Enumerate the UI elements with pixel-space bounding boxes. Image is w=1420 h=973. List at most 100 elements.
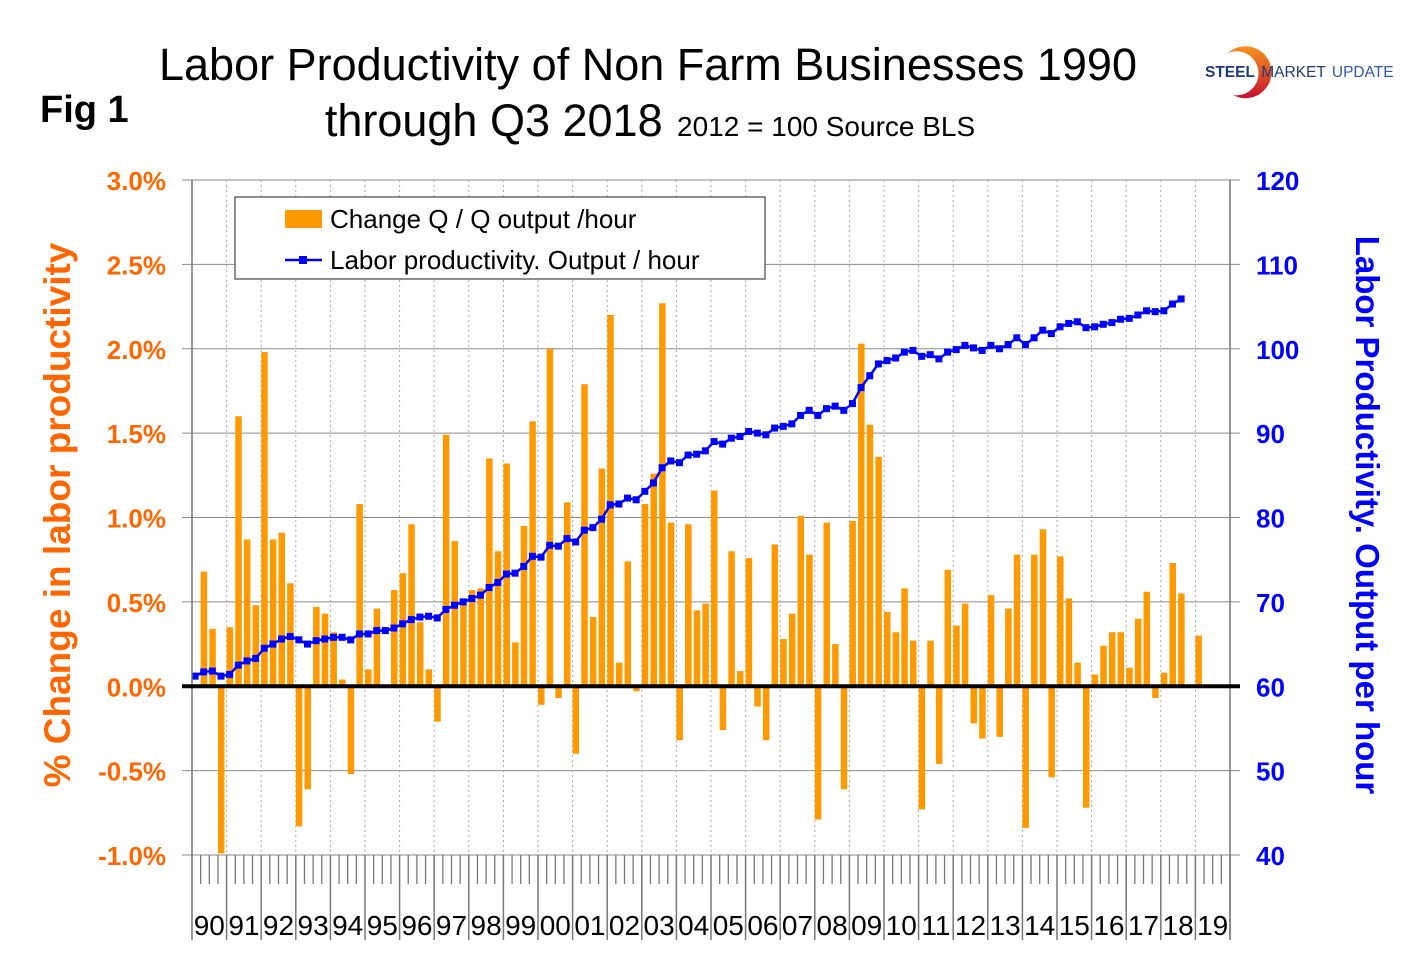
line-point — [329, 633, 337, 641]
x-tick-label: 01 — [574, 910, 605, 941]
bar — [745, 558, 753, 687]
x-tick-label: 13 — [990, 910, 1021, 941]
bar — [1048, 686, 1055, 778]
line-point — [303, 640, 311, 648]
bar — [996, 686, 1003, 737]
left-tick-label: 2.5% — [107, 250, 166, 280]
fig-label: Fig 1 — [40, 89, 129, 131]
bar — [953, 625, 960, 687]
legend-box — [234, 196, 766, 280]
steel-market-update-logo: STEEL MARKET UPDATE — [1205, 46, 1394, 99]
bar — [486, 458, 493, 687]
line-point — [598, 515, 606, 523]
line-point — [1134, 311, 1142, 319]
x-tick-label: 17 — [1128, 910, 1159, 941]
right-axis-title: Labor Productivity. Output per hour — [1349, 236, 1386, 795]
line-point — [961, 341, 969, 349]
chart-subtitle: 2012 = 100 Source BLS — [677, 111, 975, 142]
bar — [330, 632, 337, 687]
line-point — [745, 427, 753, 435]
line-point — [528, 552, 536, 560]
line-point — [494, 578, 502, 586]
bar — [719, 686, 727, 731]
bar — [512, 642, 519, 687]
line-point — [485, 584, 493, 592]
bar — [797, 515, 805, 687]
line-point — [433, 614, 441, 622]
line-point — [1065, 319, 1073, 327]
line-point — [701, 447, 709, 455]
x-tick-label: 12 — [955, 910, 986, 941]
right-tick-label: 70 — [1256, 588, 1285, 618]
bar — [1022, 686, 1029, 828]
bar — [1091, 674, 1099, 687]
x-tick-label: 02 — [609, 910, 640, 941]
bar — [581, 384, 588, 687]
bar — [1039, 529, 1047, 687]
line-point — [736, 433, 744, 440]
line-point — [1108, 319, 1116, 327]
line-point — [995, 345, 1003, 353]
line-point — [286, 632, 294, 640]
bar — [425, 669, 433, 687]
bar — [849, 520, 856, 687]
bar — [858, 343, 865, 687]
line-point — [753, 429, 761, 437]
line-point — [1099, 320, 1107, 328]
line-point — [451, 601, 459, 609]
line-point — [234, 661, 242, 669]
line-point — [866, 372, 874, 380]
line-point — [805, 406, 813, 414]
x-tick-label: 06 — [747, 910, 778, 941]
legend-bar-swatch — [285, 210, 322, 228]
line-point — [355, 630, 363, 638]
line-point — [1151, 308, 1159, 316]
x-tick-label: 18 — [1163, 910, 1194, 941]
bar — [235, 416, 242, 687]
bar — [546, 348, 554, 687]
line-point — [883, 357, 891, 365]
left-tick-label: 0.5% — [107, 588, 166, 618]
bar — [416, 622, 424, 687]
logo-text: STEEL MARKET UPDATE — [1205, 64, 1394, 81]
line-point — [1039, 326, 1047, 334]
bar — [347, 686, 355, 774]
x-tick-label: 98 — [471, 910, 502, 941]
bar — [252, 605, 260, 687]
x-tick-label: 99 — [505, 910, 536, 941]
bar — [736, 671, 744, 687]
line-point — [1056, 323, 1064, 331]
left-axis-title: % Change in labor productivity — [37, 242, 78, 787]
bar — [460, 603, 467, 687]
bar — [399, 573, 407, 687]
x-tick-label: 09 — [851, 910, 882, 941]
bar — [961, 603, 969, 687]
line-point — [338, 633, 346, 641]
line-point — [459, 598, 467, 606]
line-point — [1143, 307, 1151, 315]
bar — [650, 473, 657, 687]
x-tick-label: 00 — [540, 910, 571, 941]
right-tick-label: 90 — [1256, 419, 1285, 449]
line-point — [1004, 341, 1012, 349]
bar — [321, 613, 329, 687]
bar — [944, 569, 952, 687]
left-tick-label: -1.0% — [98, 841, 166, 871]
x-tick-label: 03 — [644, 910, 675, 941]
line-point — [684, 451, 692, 459]
line-point — [295, 636, 303, 644]
line-point — [978, 346, 986, 354]
line-point — [658, 464, 666, 472]
bar — [1117, 632, 1125, 687]
legend-bar-label: Change Q / Q output /hour — [330, 204, 637, 234]
line-point — [779, 422, 787, 430]
x-tick-label: 96 — [401, 910, 432, 941]
line-point — [476, 591, 484, 599]
line-point — [944, 348, 952, 356]
line-point — [632, 496, 640, 504]
line-point — [606, 501, 614, 509]
line-point — [892, 354, 900, 362]
left-tick-label: 2.0% — [107, 335, 166, 365]
line-point — [425, 612, 433, 620]
